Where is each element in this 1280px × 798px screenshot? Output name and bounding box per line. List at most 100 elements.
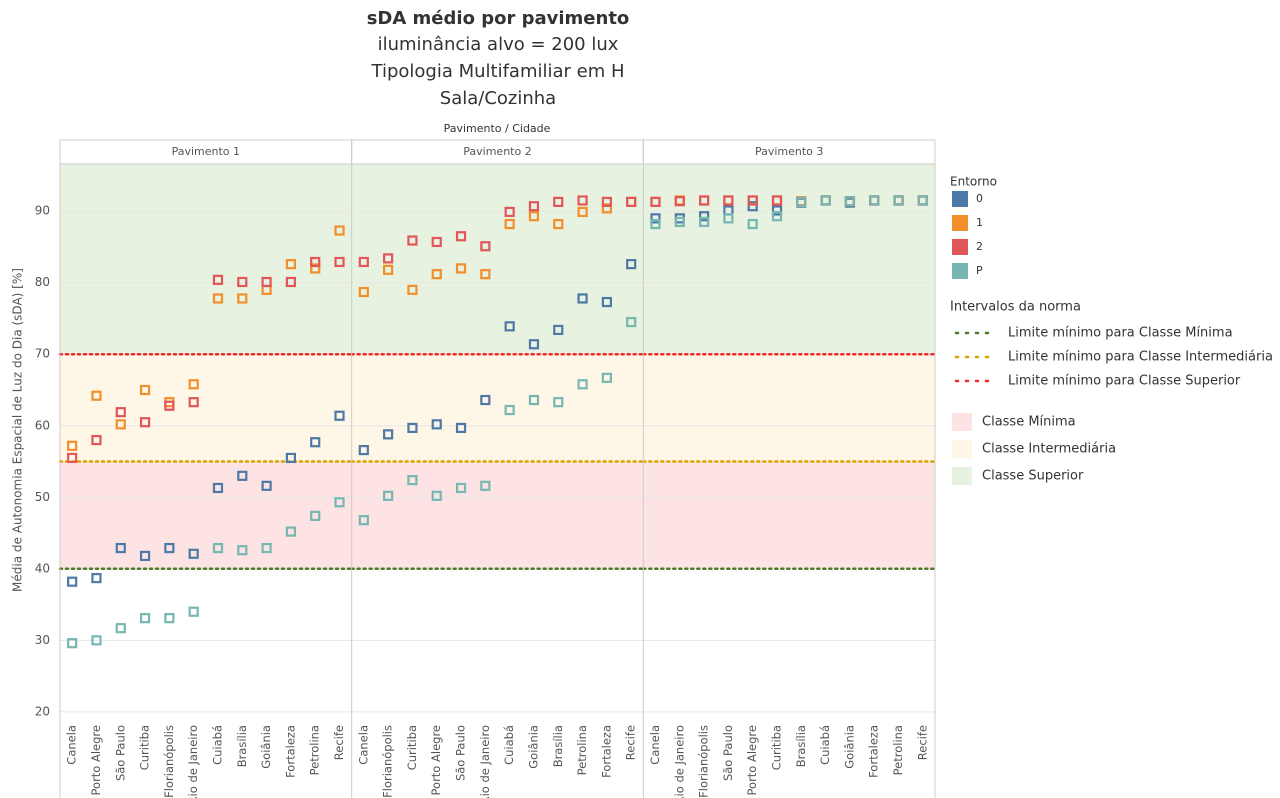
panel-header xyxy=(351,139,644,165)
marker xyxy=(212,482,224,494)
legend-swatch xyxy=(952,191,968,207)
x-tick-label: Petrolina xyxy=(308,725,322,775)
marker xyxy=(698,216,710,228)
x-tick-label: Brasília xyxy=(551,725,565,767)
marker xyxy=(650,218,661,230)
legend-label: P xyxy=(976,264,983,277)
marker xyxy=(480,480,491,491)
marker xyxy=(67,638,78,649)
x-tick-label: Cuiabá xyxy=(210,725,224,765)
marker xyxy=(771,205,783,216)
marker xyxy=(601,372,612,383)
y-tick-label: 50 xyxy=(35,490,50,504)
x-tick-label: Porto Alegre xyxy=(429,725,443,795)
marker xyxy=(91,390,102,401)
marker xyxy=(431,419,442,430)
x-tick-label: Fortaleza xyxy=(283,725,297,778)
marker xyxy=(577,379,588,390)
marker xyxy=(528,201,540,212)
marker xyxy=(601,296,612,308)
marker xyxy=(67,440,78,451)
marker xyxy=(553,397,564,408)
marker xyxy=(285,452,297,464)
marker xyxy=(67,576,78,587)
marker xyxy=(796,196,807,208)
x-tick-label: Canela xyxy=(65,725,79,765)
marker xyxy=(285,276,297,288)
marker xyxy=(698,195,710,206)
panel-title: Pavimento 3 xyxy=(755,145,823,158)
marker xyxy=(626,259,637,270)
marker xyxy=(650,213,661,224)
x-tick-label: Curitiba xyxy=(138,725,152,770)
panel-title: Pavimento 1 xyxy=(172,145,240,158)
marker xyxy=(407,475,418,486)
marker xyxy=(237,470,248,481)
marker xyxy=(310,263,321,274)
marker xyxy=(893,195,904,206)
class-band xyxy=(351,354,644,462)
legend-swatch xyxy=(952,239,968,255)
y-tick-label: 90 xyxy=(35,204,50,218)
marker xyxy=(237,545,248,556)
class-band xyxy=(351,164,644,355)
marker xyxy=(139,550,151,562)
marker xyxy=(455,263,467,274)
marker xyxy=(504,206,515,218)
marker xyxy=(139,384,151,396)
marker xyxy=(407,422,418,434)
marker xyxy=(188,548,199,559)
marker xyxy=(869,195,880,206)
x-tick-label: Florianópolis xyxy=(697,725,711,798)
x-tick-label: Canela xyxy=(356,725,370,765)
marker xyxy=(601,196,612,208)
legend-label: 2 xyxy=(976,240,983,253)
marker xyxy=(164,542,175,554)
subtitle: Sala/Cozinha xyxy=(440,88,556,109)
marker xyxy=(626,316,637,328)
marker xyxy=(310,510,321,521)
marker xyxy=(674,216,685,228)
marker xyxy=(237,293,248,304)
panel-header xyxy=(642,139,936,165)
marker xyxy=(285,259,297,270)
marker xyxy=(844,196,856,207)
marker xyxy=(480,394,491,406)
marker xyxy=(504,321,515,332)
marker xyxy=(650,196,661,208)
legend-label: Limite mínimo para Classe Intermediária xyxy=(1008,350,1273,365)
marker xyxy=(358,256,369,268)
marker xyxy=(407,235,418,246)
marker xyxy=(698,211,710,222)
marker xyxy=(553,324,564,336)
marker xyxy=(261,542,272,554)
marker xyxy=(674,196,685,207)
marker xyxy=(358,444,369,456)
class-band xyxy=(643,461,935,569)
marker xyxy=(723,195,734,206)
x-tick-label: Recife xyxy=(624,725,638,760)
marker xyxy=(747,201,758,212)
x-tick-label: Porto Alegre xyxy=(745,725,759,795)
marker xyxy=(212,293,224,304)
marker xyxy=(91,434,102,446)
class-band xyxy=(60,461,352,569)
x-tick-label: Porto Alegre xyxy=(89,725,103,795)
class-band xyxy=(643,354,935,462)
marker xyxy=(528,211,540,222)
marker xyxy=(91,635,102,646)
marker xyxy=(577,195,588,206)
class-band xyxy=(643,164,935,355)
x-tick-label: Rio de Janeiro xyxy=(478,725,492,798)
marker xyxy=(334,225,345,236)
x-tick-label: Rio de Janeiro xyxy=(186,725,200,798)
x-tick-label: Fortaleza xyxy=(867,725,881,778)
marker xyxy=(601,203,612,214)
x-tick-label: Goiânia xyxy=(526,725,540,769)
marker xyxy=(528,339,540,350)
marker xyxy=(139,613,151,624)
legend-title: Intervalos da norma xyxy=(950,300,1081,315)
y-tick-label: 80 xyxy=(35,275,50,289)
